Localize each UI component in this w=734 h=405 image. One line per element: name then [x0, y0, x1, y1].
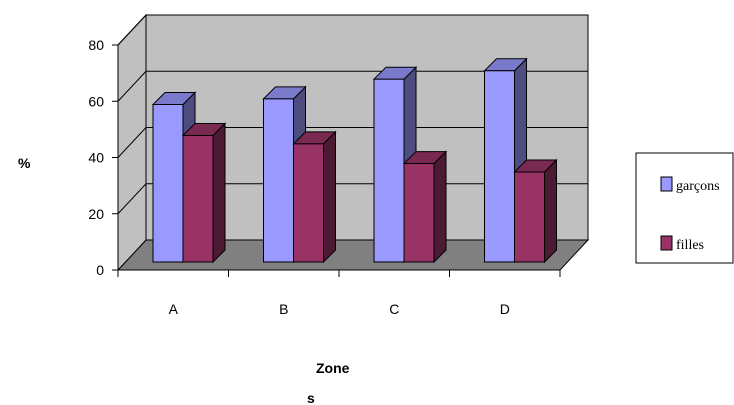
legend-box	[635, 152, 734, 264]
x-axis-label-line1: Zone	[316, 360, 350, 376]
x-tick-labels: A B C D	[169, 301, 510, 317]
legend-label-garçons: garçons	[676, 179, 720, 194]
gridline	[117, 127, 588, 158]
y-tick-label: 0	[96, 262, 104, 278]
legend-label-filles: filles	[676, 238, 704, 253]
x-tick-label: A	[169, 301, 179, 317]
bar-front	[293, 143, 324, 263]
bar-side	[544, 158, 557, 264]
y-tick-label: 80	[88, 37, 104, 53]
gridline	[117, 14, 588, 46]
y-tick-labels: 0 20 40 60 80	[88, 37, 104, 278]
bar-side	[323, 130, 336, 264]
x-tick-label: B	[279, 301, 288, 317]
x-axis-label-line2: s	[307, 390, 315, 405]
bar-front	[263, 98, 294, 263]
bar-front	[373, 78, 405, 263]
y-tick-label: 20	[88, 206, 104, 222]
bar-front	[514, 171, 545, 263]
bar-front	[182, 134, 214, 263]
x-tick-label: D	[500, 301, 510, 317]
bar-side	[212, 122, 226, 264]
legend: garçons filles	[635, 152, 734, 264]
gridlines	[117, 14, 588, 215]
bar-front	[152, 104, 184, 263]
gridline	[117, 70, 588, 102]
y-axis-label: %	[18, 155, 31, 171]
bar-filles-B	[292, 130, 337, 264]
bar-filles-D	[513, 158, 558, 264]
y-tick-label: 60	[88, 93, 104, 109]
bars	[151, 57, 558, 264]
x-tick-label: C	[389, 301, 399, 317]
y-tick-label: 40	[88, 150, 104, 166]
bar-front	[484, 70, 515, 263]
legend-swatch-garçons	[660, 176, 673, 192]
bar-side	[433, 150, 447, 264]
bar-filles-A	[181, 122, 227, 264]
bar-front	[403, 163, 435, 263]
legend-swatch-filles	[660, 235, 673, 251]
axes	[112, 44, 561, 277]
bar-filles-C	[402, 150, 448, 264]
